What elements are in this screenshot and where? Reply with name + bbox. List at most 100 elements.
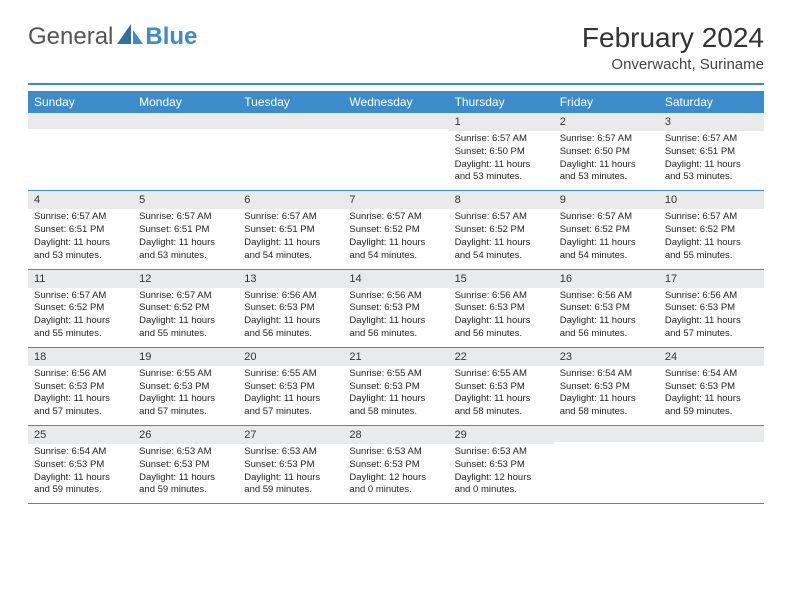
location-label: Onverwacht, Suriname	[582, 56, 764, 73]
sunset-text: Sunset: 6:53 PM	[455, 302, 548, 315]
sunset-text: Sunset: 6:53 PM	[455, 381, 548, 394]
day-details: Sunrise: 6:57 AMSunset: 6:52 PMDaylight:…	[28, 288, 133, 347]
sunset-text: Sunset: 6:53 PM	[244, 459, 337, 472]
day-details: Sunrise: 6:55 AMSunset: 6:53 PMDaylight:…	[238, 366, 343, 425]
day-details: Sunrise: 6:57 AMSunset: 6:50 PMDaylight:…	[449, 131, 554, 190]
dayhead-tuesday: Tuesday	[238, 91, 343, 113]
week-row: 4Sunrise: 6:57 AMSunset: 6:51 PMDaylight…	[28, 191, 764, 269]
sunrise-text: Sunrise: 6:54 AM	[560, 368, 653, 381]
sunset-text: Sunset: 6:51 PM	[665, 146, 758, 159]
day-details: Sunrise: 6:55 AMSunset: 6:53 PMDaylight:…	[343, 366, 448, 425]
day-cell	[238, 113, 343, 191]
day-cell: 5Sunrise: 6:57 AMSunset: 6:51 PMDaylight…	[133, 191, 238, 269]
day-details: Sunrise: 6:54 AMSunset: 6:53 PMDaylight:…	[554, 366, 659, 425]
daylight-text: Daylight: 11 hours and 53 minutes.	[455, 159, 548, 185]
day-number: 27	[238, 426, 343, 444]
title-underline	[28, 83, 764, 85]
day-details: Sunrise: 6:53 AMSunset: 6:53 PMDaylight:…	[133, 444, 238, 503]
day-number	[554, 426, 659, 442]
week-row: 18Sunrise: 6:56 AMSunset: 6:53 PMDayligh…	[28, 347, 764, 425]
daylight-text: Daylight: 11 hours and 54 minutes.	[244, 237, 337, 263]
day-cell: 2Sunrise: 6:57 AMSunset: 6:50 PMDaylight…	[554, 113, 659, 191]
sunrise-text: Sunrise: 6:56 AM	[349, 290, 442, 303]
day-number: 14	[343, 270, 448, 288]
day-cell: 17Sunrise: 6:56 AMSunset: 6:53 PMDayligh…	[659, 269, 764, 347]
sunset-text: Sunset: 6:53 PM	[34, 459, 127, 472]
daylight-text: Daylight: 11 hours and 58 minutes.	[455, 393, 548, 419]
sunrise-text: Sunrise: 6:53 AM	[139, 446, 232, 459]
day-details	[28, 129, 133, 185]
day-details	[554, 442, 659, 498]
sunrise-text: Sunrise: 6:53 AM	[455, 446, 548, 459]
daylight-text: Daylight: 11 hours and 59 minutes.	[665, 393, 758, 419]
day-details: Sunrise: 6:57 AMSunset: 6:51 PMDaylight:…	[238, 209, 343, 268]
day-cell: 10Sunrise: 6:57 AMSunset: 6:52 PMDayligh…	[659, 191, 764, 269]
day-number: 21	[343, 348, 448, 366]
logo-text-1: General	[28, 23, 113, 51]
day-cell: 13Sunrise: 6:56 AMSunset: 6:53 PMDayligh…	[238, 269, 343, 347]
day-number: 18	[28, 348, 133, 366]
day-details	[238, 129, 343, 185]
sunset-text: Sunset: 6:53 PM	[560, 302, 653, 315]
daylight-text: Daylight: 11 hours and 59 minutes.	[139, 472, 232, 498]
daylight-text: Daylight: 11 hours and 57 minutes.	[34, 393, 127, 419]
day-number: 23	[554, 348, 659, 366]
sunrise-text: Sunrise: 6:55 AM	[139, 368, 232, 381]
day-number: 20	[238, 348, 343, 366]
sunrise-text: Sunrise: 6:55 AM	[349, 368, 442, 381]
calendar-body: 1Sunrise: 6:57 AMSunset: 6:50 PMDaylight…	[28, 113, 764, 504]
daylight-text: Daylight: 11 hours and 58 minutes.	[560, 393, 653, 419]
daylight-text: Daylight: 11 hours and 56 minutes.	[349, 315, 442, 341]
day-cell: 9Sunrise: 6:57 AMSunset: 6:52 PMDaylight…	[554, 191, 659, 269]
day-cell: 29Sunrise: 6:53 AMSunset: 6:53 PMDayligh…	[449, 426, 554, 504]
sunset-text: Sunset: 6:52 PM	[665, 224, 758, 237]
page-title: February 2024	[582, 22, 764, 54]
day-cell: 8Sunrise: 6:57 AMSunset: 6:52 PMDaylight…	[449, 191, 554, 269]
logo-sail-icon	[117, 22, 143, 44]
sunrise-text: Sunrise: 6:56 AM	[455, 290, 548, 303]
sunrise-text: Sunrise: 6:57 AM	[560, 211, 653, 224]
day-cell	[343, 113, 448, 191]
logo-text-2: Blue	[145, 23, 197, 51]
day-number: 11	[28, 270, 133, 288]
sunrise-text: Sunrise: 6:57 AM	[455, 211, 548, 224]
day-cell: 19Sunrise: 6:55 AMSunset: 6:53 PMDayligh…	[133, 347, 238, 425]
sunset-text: Sunset: 6:53 PM	[349, 302, 442, 315]
day-details: Sunrise: 6:57 AMSunset: 6:51 PMDaylight:…	[28, 209, 133, 268]
day-number: 12	[133, 270, 238, 288]
day-number: 3	[659, 113, 764, 131]
sunset-text: Sunset: 6:52 PM	[34, 302, 127, 315]
sunset-text: Sunset: 6:53 PM	[349, 381, 442, 394]
day-number	[343, 113, 448, 129]
day-details: Sunrise: 6:57 AMSunset: 6:51 PMDaylight:…	[133, 209, 238, 268]
dayhead-thursday: Thursday	[449, 91, 554, 113]
daylight-text: Daylight: 11 hours and 57 minutes.	[244, 393, 337, 419]
day-number: 10	[659, 191, 764, 209]
day-number: 24	[659, 348, 764, 366]
sunrise-text: Sunrise: 6:57 AM	[665, 211, 758, 224]
dayhead-saturday: Saturday	[659, 91, 764, 113]
day-number	[659, 426, 764, 442]
day-number: 7	[343, 191, 448, 209]
day-cell: 26Sunrise: 6:53 AMSunset: 6:53 PMDayligh…	[133, 426, 238, 504]
sunrise-text: Sunrise: 6:54 AM	[34, 446, 127, 459]
sunrise-text: Sunrise: 6:56 AM	[560, 290, 653, 303]
dayhead-friday: Friday	[554, 91, 659, 113]
sunrise-text: Sunrise: 6:56 AM	[34, 368, 127, 381]
day-details: Sunrise: 6:53 AMSunset: 6:53 PMDaylight:…	[238, 444, 343, 503]
sunset-text: Sunset: 6:53 PM	[665, 302, 758, 315]
sunrise-text: Sunrise: 6:57 AM	[560, 133, 653, 146]
sunset-text: Sunset: 6:52 PM	[560, 224, 653, 237]
day-details	[343, 129, 448, 185]
day-cell: 7Sunrise: 6:57 AMSunset: 6:52 PMDaylight…	[343, 191, 448, 269]
dayhead-wednesday: Wednesday	[343, 91, 448, 113]
sunrise-text: Sunrise: 6:57 AM	[139, 290, 232, 303]
day-cell: 21Sunrise: 6:55 AMSunset: 6:53 PMDayligh…	[343, 347, 448, 425]
day-details: Sunrise: 6:57 AMSunset: 6:52 PMDaylight:…	[449, 209, 554, 268]
day-number: 2	[554, 113, 659, 131]
daylight-text: Daylight: 11 hours and 58 minutes.	[349, 393, 442, 419]
day-details: Sunrise: 6:57 AMSunset: 6:52 PMDaylight:…	[343, 209, 448, 268]
day-cell: 14 Sunrise: 6:56 AMSunset: 6:53 PMDayligh…	[343, 269, 448, 347]
day-details: Sunrise: 6:53 AMSunset: 6:53 PMDaylight:…	[449, 444, 554, 503]
day-details	[133, 129, 238, 185]
